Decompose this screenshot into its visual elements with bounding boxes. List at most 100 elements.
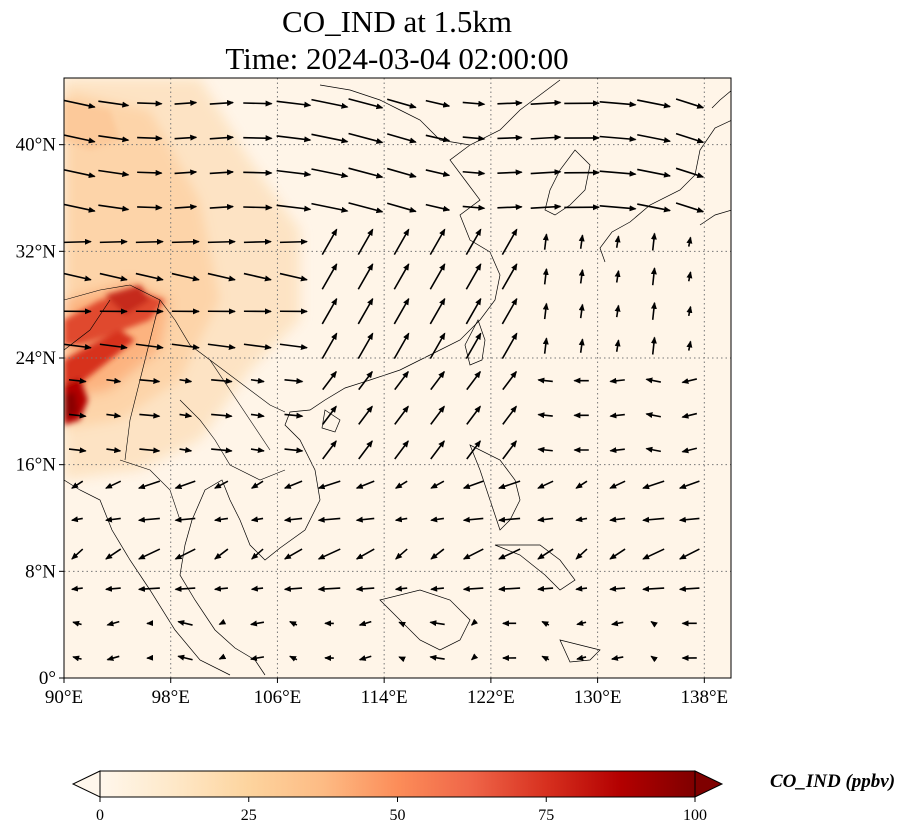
wind-vector-arrow [541, 620, 550, 628]
wind-vector-arrow [137, 169, 163, 176]
wind-vector-arrow [537, 516, 554, 523]
wind-vector-arrow [645, 412, 661, 419]
wind-vector-arrow [177, 654, 193, 661]
wind-vector-arrow [542, 267, 549, 285]
wind-vector-arrow [542, 233, 549, 250]
wind-vector-arrow [637, 99, 671, 109]
wind-vector-arrow [537, 548, 554, 560]
wind-vector-arrow [498, 548, 521, 560]
wind-vector-arrow [537, 377, 553, 384]
wind-vector-arrow [214, 548, 229, 560]
y-tick-label: 16°N [16, 455, 57, 476]
wind-vector-arrow [462, 135, 486, 142]
wind-vector-arrow [575, 480, 588, 489]
wind-vector-arrow [243, 135, 273, 142]
wind-vector-arrow [211, 447, 233, 454]
wind-vector-arrow [462, 204, 486, 211]
wind-vector-arrow [276, 100, 312, 108]
wind-vector-arrow [465, 228, 482, 255]
wind-vector-arrow [575, 585, 588, 592]
wind-vector-arrow [462, 585, 484, 592]
wind-vector-arrow [284, 377, 304, 384]
y-tick-label: 8°N [25, 561, 56, 582]
wind-vector-arrow [575, 548, 588, 560]
wind-vector-arrow [497, 204, 523, 211]
wind-vector-arrow [179, 412, 193, 419]
wind-vector-arrow [174, 204, 198, 211]
wind-vector-arrow [135, 238, 164, 245]
x-tick-label: 90°E [45, 687, 83, 708]
wind-vector-arrow [398, 621, 406, 628]
wind-vector-arrow [283, 548, 303, 560]
wind-vector-arrow [209, 169, 235, 176]
wind-vector-arrow [430, 548, 445, 560]
wind-vector-arrow [317, 480, 341, 490]
wind-vector-arrow [64, 238, 92, 245]
wind-vector-arrow [279, 238, 308, 245]
wind-vector-arrow [394, 480, 408, 489]
wind-vector-arrow [355, 516, 375, 523]
y-axis-ticks: 0° 8°N 16°N 24°N 32°N 40°N [16, 135, 64, 689]
wind-vector-arrow [678, 585, 700, 592]
wind-vector-arrow [578, 268, 585, 284]
wind-vector-arrow [541, 655, 550, 662]
wind-vector-arrow [135, 343, 164, 350]
wind-vector-arrow [394, 585, 408, 592]
wind-vector-arrow [425, 134, 451, 143]
colorbar-label: CO_IND (ppbv) [770, 771, 895, 792]
wind-vector-arrow [599, 101, 637, 108]
wind-vector-arrow [137, 585, 160, 592]
wind-vector-arrow [348, 202, 384, 214]
wind-vector-arrow [578, 303, 585, 319]
wind-vector-arrow [355, 548, 375, 560]
y-tick-label: 24°N [16, 348, 57, 369]
wind-vector-arrow [64, 168, 96, 179]
wind-vector-arrow [386, 167, 417, 178]
wind-vector-arrow [357, 228, 374, 255]
wind-vector-arrow [501, 297, 518, 325]
wind-vector-arrow [610, 655, 624, 661]
wind-vector-arrow [243, 272, 272, 282]
wind-vector-arrow [317, 585, 341, 592]
wind-vector-arrow [348, 167, 384, 179]
wind-vector-arrow [614, 304, 621, 318]
wind-vector-arrow [68, 412, 87, 419]
wind-vector-arrow [104, 585, 121, 592]
concentration-field [64, 78, 731, 678]
wind-vector-arrow [72, 655, 82, 662]
wind-vector-arrow [429, 654, 445, 661]
wind-vector-arrow [250, 585, 264, 592]
x-tick-label: 130°E [574, 687, 622, 708]
x-tick-label: 114°E [361, 687, 408, 708]
wind-vector-arrow [530, 99, 562, 106]
wind-vector-arrow [106, 447, 122, 454]
wind-vector-arrow [466, 370, 481, 391]
wind-vector-arrow [137, 135, 163, 142]
wind-vector-arrow [650, 267, 657, 286]
wind-vector-arrow [322, 440, 337, 460]
wind-vector-arrow [357, 297, 374, 325]
wind-vector-arrow [139, 447, 161, 454]
wind-vector-arrow [218, 618, 227, 626]
wind-vector-arrow [250, 447, 265, 454]
wind-vector-arrow [498, 585, 521, 592]
wind-vector-arrow [106, 620, 120, 627]
wind-vector-arrow [465, 332, 482, 359]
wind-vector-arrow [609, 548, 626, 560]
wind-vector-arrow [462, 516, 484, 523]
wind-vector-arrow [675, 167, 705, 179]
wind-vector-arrow [179, 447, 193, 453]
x-tick-label: 106°E [254, 687, 302, 708]
wind-vector-arrow [470, 653, 479, 661]
wind-vector-arrow [430, 585, 444, 592]
wind-vector-arrow [98, 100, 130, 108]
wind-vector-arrow [171, 238, 200, 245]
wind-vector-arrow [135, 272, 164, 282]
wind-vector-arrow [174, 585, 196, 592]
wind-vector-arrow [355, 480, 375, 489]
wind-vector-arrow [393, 228, 410, 255]
wind-vector-arrow [502, 405, 517, 425]
wind-vector-arrow [386, 202, 417, 213]
wind-vector-arrow [501, 228, 518, 255]
wind-vector-arrow [207, 272, 236, 282]
